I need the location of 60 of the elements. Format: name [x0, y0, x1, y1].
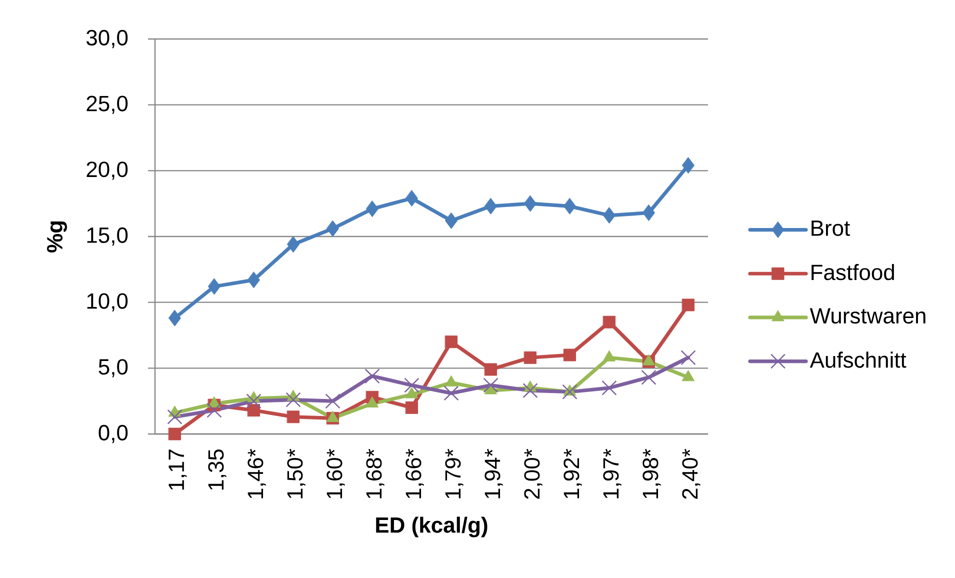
point — [168, 310, 181, 326]
point — [445, 336, 458, 348]
point — [682, 298, 695, 312]
point — [642, 204, 656, 222]
x-axis-title: ED (kcal/g) — [376, 516, 488, 538]
point — [445, 212, 458, 229]
point — [562, 384, 578, 400]
point — [208, 278, 220, 295]
y-tick-label: 20,0 — [86, 162, 128, 180]
x-tick-label: 1,66* — [406, 448, 424, 498]
x-tick-label: 1,92* — [564, 448, 582, 498]
y-tick-label: 30,0 — [86, 30, 128, 48]
x-tick-label: 1,68* — [366, 448, 384, 498]
point — [287, 236, 300, 253]
y-tick-label: 15,0 — [87, 227, 128, 246]
point — [406, 190, 418, 207]
legend-label: Brot — [812, 220, 850, 236]
point — [564, 348, 576, 362]
point — [484, 198, 498, 214]
point — [325, 394, 340, 408]
point — [564, 198, 576, 214]
point — [682, 157, 695, 174]
x-tick-label: 2,40* — [682, 448, 700, 499]
x-tick-label: 1,46* — [248, 448, 266, 498]
legend-label: Fastfood — [812, 264, 894, 280]
point — [366, 200, 379, 218]
point — [603, 207, 616, 224]
y-tick-label: 10,0 — [87, 293, 128, 312]
point — [326, 220, 339, 237]
y-axis-title: %g — [47, 221, 67, 252]
x-tick-label: 1,79* — [445, 448, 464, 498]
point — [167, 410, 182, 424]
y-tick-label: 0,0 — [98, 424, 128, 444]
point — [246, 394, 262, 408]
point — [524, 195, 537, 212]
point — [364, 368, 380, 384]
point — [287, 410, 300, 424]
point — [406, 401, 418, 414]
x-tick-label: 1,60* — [326, 448, 345, 498]
point — [248, 404, 260, 417]
point — [603, 316, 616, 328]
x-tick-label: 1,35 — [208, 449, 226, 490]
point — [524, 351, 537, 364]
y-tick-label: 25,0 — [86, 96, 128, 114]
y-tick-label: 5,0 — [98, 359, 128, 378]
point — [680, 350, 696, 366]
x-tick-label: 2,00* — [524, 448, 542, 499]
legend-label: Aufschnitt — [810, 352, 906, 368]
point — [484, 363, 498, 376]
point — [248, 272, 260, 288]
x-tick-label: 1,98* — [642, 448, 661, 498]
point — [602, 380, 617, 396]
point — [168, 428, 181, 440]
x-tick-label: 1,17 — [168, 450, 187, 490]
x-tick-label: 1,97* — [603, 448, 622, 498]
point — [522, 383, 538, 398]
x-tick-label: 1,94* — [484, 448, 503, 498]
x-tick-label: 1,50* — [287, 448, 306, 498]
point — [641, 370, 656, 385]
legend-label: Wurstwaren — [810, 308, 926, 324]
